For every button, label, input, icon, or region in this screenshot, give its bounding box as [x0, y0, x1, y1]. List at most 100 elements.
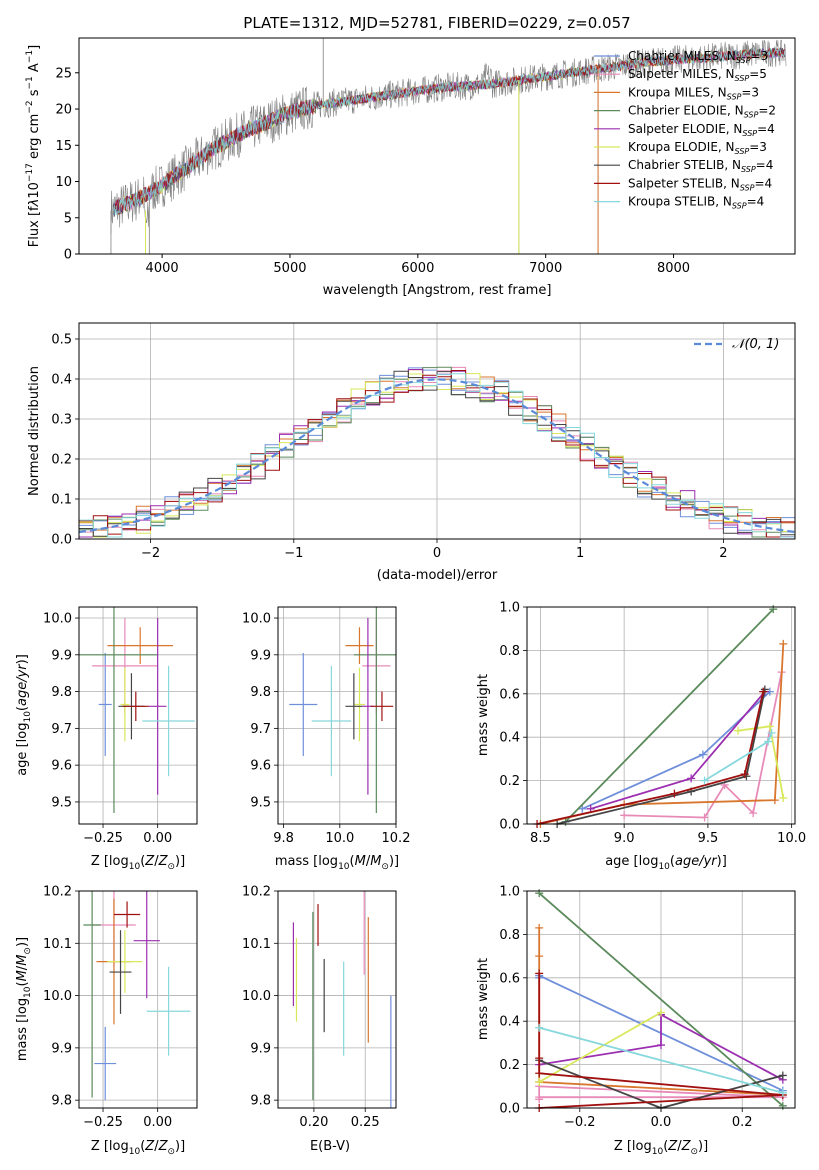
legend-label: Kroupa ELODIE, NSSP=3 — [628, 140, 767, 156]
axes-frame — [526, 606, 796, 825]
x-tick-label: 5000 — [273, 261, 306, 276]
mass-vs-ebv-panel: 0.20 0.25 9.8 9.9 10.0 10.1 10.2 — [242, 885, 397, 1130]
y-tick-label: 0.2 — [51, 453, 72, 468]
weight-point — [535, 1054, 544, 1063]
spectrum-xlabel: wavelength [Angstrom, rest frame] — [323, 283, 552, 298]
y-tick-label: 1.0 — [499, 601, 520, 616]
age-vs-mass-panel: 9.8 10.0 10.2 9.5 9.6 9.7 9.8 9.9 10.0 — [242, 606, 411, 846]
y-tick-label: 9.9 — [51, 648, 72, 663]
y-tick-label: 9.9 — [51, 1041, 72, 1056]
y-tick-label: 0.8 — [499, 644, 520, 659]
y-tick-label: 9.7 — [250, 722, 271, 737]
weight-line — [564, 608, 774, 823]
x-tick-label: 0.2 — [732, 1115, 753, 1130]
y-tick-label: 0.3 — [51, 413, 72, 428]
residual-histogram-panel: −2 −1 0 1 2 0.0 0.1 0.2 0.3 0.4 0.5 (data-model)/e… — [27, 322, 796, 583]
weight-point — [740, 770, 749, 779]
weight-point — [700, 813, 709, 822]
gaussian-line — [78, 378, 796, 534]
weight-point — [778, 1088, 787, 1097]
weight-line — [536, 691, 765, 825]
gaussian-legend-label: 𝒩(0, 1) — [732, 337, 779, 352]
weight-point — [657, 1008, 665, 1017]
weight-point — [770, 796, 779, 805]
error-bars — [289, 607, 396, 813]
weight-lines — [535, 889, 787, 1112]
weight-point — [767, 728, 776, 737]
weight-point — [578, 804, 587, 813]
error-bars — [292, 891, 392, 1108]
weight-line — [539, 1013, 784, 1081]
spectrum-lines — [110, 38, 787, 254]
age-vs-metallicity-panel: −0.25 0.00 9.5 9.6 9.7 9.8 9.9 10.0 — [43, 606, 198, 846]
model-spectrum-line — [113, 46, 786, 216]
y-tick-label: 0.4 — [499, 731, 520, 746]
y-tick-label: 0.0 — [51, 533, 72, 548]
wZ-xlabel: Z [log10(Z/Z⊙)] — [614, 1139, 708, 1157]
figure-title: PLATE=1312, MJD=52781, FIBERID=0229, z=0… — [243, 14, 630, 32]
x-tick-label: −1 — [284, 546, 303, 561]
legend-label: Chabrier ELODIE, NSSP=2 — [628, 104, 776, 120]
x-tick-label: 4000 — [146, 261, 179, 276]
axes-frame — [277, 606, 397, 825]
x-tick-label: 2 — [719, 546, 727, 561]
x-tick-label: 6000 — [401, 261, 434, 276]
y-tick-label: 0.2 — [499, 1058, 520, 1073]
x-tick-label: 10.0 — [325, 831, 354, 846]
y-tick-label: 0.1 — [51, 493, 72, 508]
x-tick-label: 0.20 — [299, 1115, 328, 1130]
x-tick-label: 10.0 — [777, 831, 806, 846]
wAge-ylabel: mass weight — [476, 674, 491, 756]
weight-point — [535, 969, 544, 978]
x-tick-label: 0.00 — [143, 1115, 172, 1130]
weight-point — [734, 726, 743, 735]
x-tick-label: 9.5 — [698, 831, 719, 846]
weight-point — [700, 776, 709, 785]
weight-point — [749, 809, 758, 818]
weight-line — [538, 1085, 783, 1100]
weight-line — [556, 689, 766, 825]
axes-frame — [277, 890, 397, 1109]
y-tick-label: 0.0 — [499, 1102, 520, 1117]
legend-label: Salpeter ELODIE, NSSP=4 — [628, 122, 775, 138]
weight-point — [657, 1041, 665, 1050]
x-tick-label: −0.25 — [83, 1115, 123, 1130]
x-tick-label: −0.2 — [564, 1115, 596, 1130]
y-tick-label: 0.4 — [499, 1015, 520, 1030]
x-tick-label: 9.8 — [273, 831, 294, 846]
hist-ylabel: Normed distribution — [27, 366, 42, 496]
x-tick-label: −0.25 — [83, 831, 123, 846]
weight-point — [779, 793, 788, 802]
weight-point — [764, 737, 773, 746]
spectrum-panel: 4000 5000 6000 7000 8000 0 5 10 15 20 25 wavelengt… — [25, 37, 796, 298]
weight-point — [778, 1071, 787, 1080]
grid — [527, 606, 795, 825]
y-tick-label: 9.6 — [51, 759, 72, 774]
weight-point — [535, 1069, 544, 1078]
y-tick-label: 9.5 — [51, 795, 72, 810]
axes-frame — [78, 606, 198, 825]
y-tick-label: 9.7 — [51, 722, 72, 737]
weight-point — [535, 923, 544, 932]
weight-lines — [533, 605, 788, 828]
wAge-xlabel: age [log10(age/yr)] — [605, 854, 727, 872]
ageZ-xlabel: Z [log10(Z/Z⊙)] — [91, 854, 185, 872]
gaussian-curve — [78, 378, 796, 534]
x-tick-label: 0 — [433, 546, 441, 561]
x-tick-label: 9.0 — [614, 831, 635, 846]
x-tick-label: 0.25 — [351, 1115, 380, 1130]
x-tick-label: 10.2 — [382, 831, 411, 846]
y-tick-label: 0.2 — [499, 774, 520, 789]
axes-frame — [526, 890, 796, 1109]
histogram-step — [79, 366, 795, 538]
y-tick-label: 9.8 — [250, 1094, 271, 1109]
weight-point — [779, 639, 788, 648]
error-bars — [79, 607, 195, 813]
weight-point — [535, 952, 544, 961]
y-tick-label: 0 — [64, 248, 72, 263]
y-tick-label: 9.9 — [250, 1041, 271, 1056]
y-tick-label: 10.0 — [43, 989, 72, 1004]
mass-vs-metallicity-panel: −0.25 0.00 9.8 9.9 10.0 10.1 10.2 — [43, 885, 198, 1130]
y-tick-label: 9.8 — [250, 685, 271, 700]
